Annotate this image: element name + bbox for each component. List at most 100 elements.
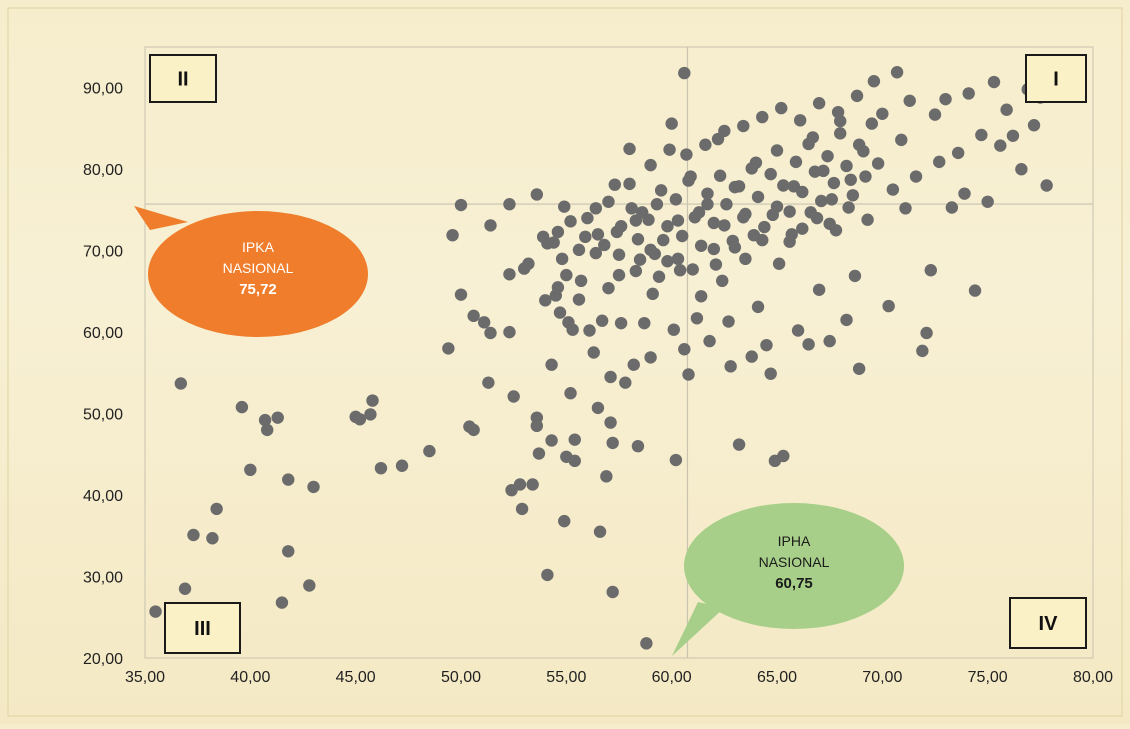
ipha-callout-tail xyxy=(672,602,724,656)
scatter-point xyxy=(606,436,619,450)
scatter-point xyxy=(775,101,788,115)
scatter-point xyxy=(303,579,316,592)
scatter-point xyxy=(766,208,779,222)
scatter-point xyxy=(1015,163,1028,176)
scatter-point xyxy=(690,312,704,325)
scatter-point xyxy=(718,219,731,232)
quadrant-box-i xyxy=(1025,54,1087,103)
scatter-point xyxy=(909,170,923,183)
scatter-point xyxy=(994,139,1007,152)
x-tick-label: 45,00 xyxy=(336,669,376,686)
scatter-point xyxy=(831,105,845,119)
scatter-point xyxy=(258,413,272,427)
scatter-point xyxy=(852,362,866,375)
scatter-point xyxy=(612,268,626,282)
quadrant-box-ii xyxy=(149,54,217,103)
scatter-point xyxy=(882,299,895,313)
scatter-point xyxy=(591,401,605,415)
scatter-point xyxy=(593,525,607,538)
scatter-point xyxy=(739,252,752,266)
scatter-point xyxy=(638,316,651,330)
scatter-point xyxy=(513,478,527,491)
scatter-point xyxy=(789,155,803,169)
scatter-point xyxy=(890,66,904,79)
scatter-point xyxy=(823,334,836,348)
scatter-point xyxy=(707,216,720,230)
scatter-point xyxy=(551,281,565,294)
quadrant-box-iii xyxy=(164,602,241,654)
scatter-point xyxy=(623,177,636,191)
scatter-point xyxy=(804,206,817,219)
scatter-point xyxy=(657,233,670,247)
scatter-point xyxy=(654,184,668,197)
scatter-point xyxy=(307,480,320,494)
ipha-callout-value: 60,75 xyxy=(775,575,813,592)
scatter-point xyxy=(867,75,881,88)
scatter-point xyxy=(682,368,695,381)
scatter-point xyxy=(587,346,600,359)
scatter-point xyxy=(848,269,862,283)
scatter-point xyxy=(720,198,733,211)
scatter-point xyxy=(916,344,929,358)
scatter-point xyxy=(924,264,937,277)
scatter-point xyxy=(633,253,647,266)
x-tick-label: 70,00 xyxy=(862,669,902,686)
quadrant-box-iv xyxy=(1009,597,1087,649)
scatter-point xyxy=(796,222,809,235)
scatter-point xyxy=(503,198,516,211)
scatter-point xyxy=(939,92,952,106)
scatter-point xyxy=(564,215,577,228)
scatter-point xyxy=(467,309,480,323)
scatter-point xyxy=(716,274,729,288)
scatter-point xyxy=(796,185,809,199)
x-tick-label: 35,00 xyxy=(125,669,165,686)
scatter-point xyxy=(174,377,188,390)
scatter-point xyxy=(553,306,567,319)
y-tick-label: 20,00 xyxy=(83,651,123,668)
scatter-point xyxy=(614,220,628,233)
scatter-point xyxy=(275,596,289,609)
scatter-point xyxy=(374,461,388,475)
scatter-point xyxy=(532,447,546,460)
scatter-point xyxy=(545,358,558,371)
scatter-point xyxy=(815,194,828,208)
scatter-point xyxy=(558,514,571,528)
scatter-point xyxy=(503,325,516,339)
scatter-point xyxy=(758,220,771,234)
scatter-point xyxy=(454,288,468,301)
scatter-point xyxy=(701,187,714,200)
scatter-point xyxy=(825,193,838,206)
ipha-callout-bubble xyxy=(684,503,904,629)
scatter-point xyxy=(834,127,847,140)
y-tick-label: 40,00 xyxy=(83,488,123,505)
scatter-point xyxy=(958,187,971,200)
scatter-point xyxy=(568,433,581,446)
scatter-point xyxy=(579,230,592,244)
scatter-point xyxy=(631,233,645,246)
scatter-point xyxy=(644,158,657,172)
plot-area-border xyxy=(144,46,1094,659)
scatter-point xyxy=(178,582,192,595)
scatter-point xyxy=(920,326,933,340)
scatter-point xyxy=(602,195,615,208)
scatter-point xyxy=(648,247,662,261)
scatter-point xyxy=(646,287,659,301)
scatter-point xyxy=(876,107,889,121)
scatter-point xyxy=(629,264,643,278)
scatter-point xyxy=(423,444,436,458)
scatter-point xyxy=(282,473,295,486)
scatter-point xyxy=(859,170,872,183)
ipka-callout-line: NASIONAL xyxy=(223,260,294,276)
scatter-point xyxy=(688,211,702,224)
scatter-point xyxy=(793,114,807,127)
scatter-point xyxy=(718,124,731,138)
quadrant-label-iii: III xyxy=(194,618,211,640)
scatter-point xyxy=(680,148,693,161)
scatter-point xyxy=(682,174,695,187)
scatter-point xyxy=(665,117,678,130)
scatter-point xyxy=(846,189,860,202)
scatter-point xyxy=(1040,179,1053,192)
scatter-point xyxy=(235,400,249,414)
scatter-point xyxy=(650,198,664,211)
scatter-point xyxy=(694,239,708,252)
